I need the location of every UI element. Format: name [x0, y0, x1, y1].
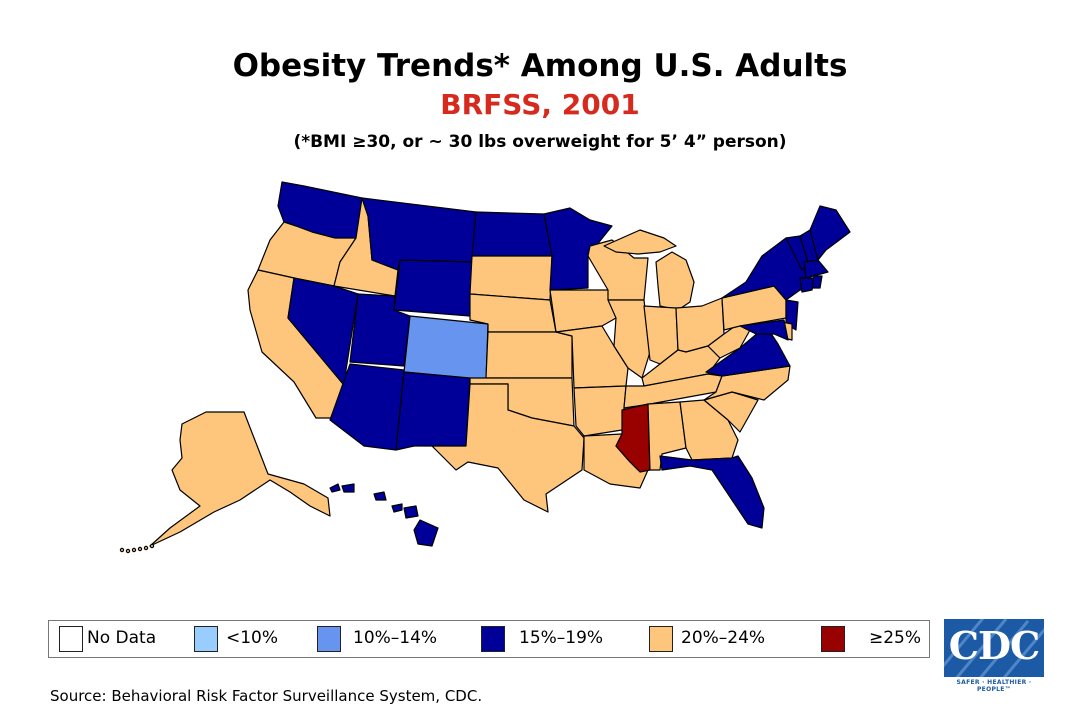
state-MT	[361, 197, 477, 271]
state-MI	[655, 251, 695, 311]
bmi-footnote: (*BMI ≥30, or ~ 30 lbs overweight for 5’…	[293, 132, 787, 152]
legend-swatch-10-14	[317, 626, 341, 652]
state-NV	[287, 277, 359, 391]
source-note: Source: Behavioral Risk Factor Surveilla…	[50, 687, 483, 705]
legend: No Data <10% 10%–14% 15%–19% 20%–24% ≥25…	[48, 620, 930, 658]
legend-swatch-15-19	[481, 626, 505, 652]
state-NM	[395, 371, 471, 451]
state-NJ	[785, 299, 799, 331]
state-AR	[573, 385, 627, 437]
state-MO	[555, 325, 629, 389]
legend-swatch-lt10	[194, 626, 218, 652]
state-MD	[739, 319, 789, 341]
state-SD	[469, 255, 553, 301]
state-IA	[549, 289, 617, 333]
state-CT	[799, 277, 815, 293]
state-HI	[329, 483, 439, 547]
state-CO	[403, 315, 489, 381]
state-RI	[811, 275, 823, 289]
state-AZ	[329, 363, 405, 451]
state-ME	[809, 205, 851, 261]
us-states-map	[119, 181, 851, 554]
state-MA	[803, 259, 829, 279]
map-title: Obesity Trends* Among U.S. Adults	[232, 48, 848, 84]
state-ND	[471, 211, 553, 257]
state-WY	[393, 259, 473, 317]
cdc-logo-text: CDC	[948, 623, 1040, 668]
state-FL	[659, 455, 765, 529]
legend-swatch-no-data	[59, 626, 83, 652]
legend-label-no-data: No Data	[87, 628, 157, 648]
state-KS	[485, 331, 573, 379]
legend-swatch-20-24	[649, 626, 673, 652]
legend-label-lt10: <10%	[226, 628, 279, 648]
cdc-logo-stripes	[944, 619, 1044, 677]
state-TX	[431, 383, 585, 513]
state-WI	[587, 239, 649, 301]
cdc-logo-mark: CDC	[944, 619, 1044, 677]
state-AK	[149, 411, 331, 547]
legend-label-15-19: 15%–19%	[519, 628, 604, 648]
legend-label-gte25: ≥25%	[869, 628, 922, 648]
aleutian-islands	[119, 543, 155, 554]
state-MI-up	[603, 229, 677, 255]
legend-swatch-gte25	[821, 626, 845, 652]
cdc-logo-tagline: SAFER · HEALTHIER · PEOPLE™	[956, 679, 1032, 693]
cdc-logo: CDC SAFER · HEALTHIER · PEOPLE™	[944, 619, 1044, 693]
legend-label-10-14: 10%–14%	[353, 628, 438, 648]
legend-label-20-24: 20%–24%	[681, 628, 766, 648]
map-subtitle: BRFSS, 2001	[440, 88, 640, 121]
